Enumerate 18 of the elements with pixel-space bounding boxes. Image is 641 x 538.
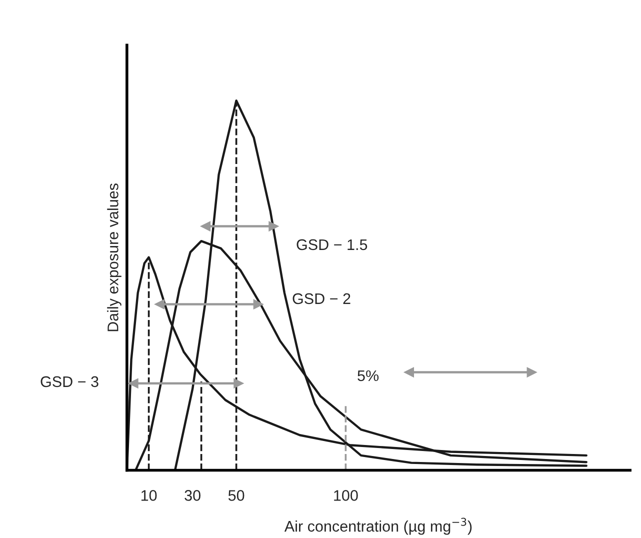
- x-tick-label: 50: [228, 490, 244, 501]
- annotation: GSD − 1.5: [296, 239, 368, 250]
- annotation: 5%: [358, 370, 379, 382]
- annotation: GSD − 2: [292, 293, 350, 304]
- point: [234, 378, 244, 388]
- point: [526, 367, 537, 378]
- point: [200, 221, 211, 232]
- x-axis-title: Air concentration (µg mg$^{−3}$): [284, 518, 472, 535]
- text: GSD − 3: [40, 376, 98, 388]
- y-axis-title: Daily exposure values: [107, 184, 122, 332]
- point: [253, 299, 264, 310]
- point: [154, 299, 165, 310]
- x-tick-label: 30: [184, 490, 200, 501]
- point: [268, 221, 278, 232]
- x-tick-label: 100: [334, 490, 358, 501]
- point: [404, 367, 414, 378]
- x-tick-label: 10: [141, 490, 157, 501]
- point: [128, 378, 138, 388]
